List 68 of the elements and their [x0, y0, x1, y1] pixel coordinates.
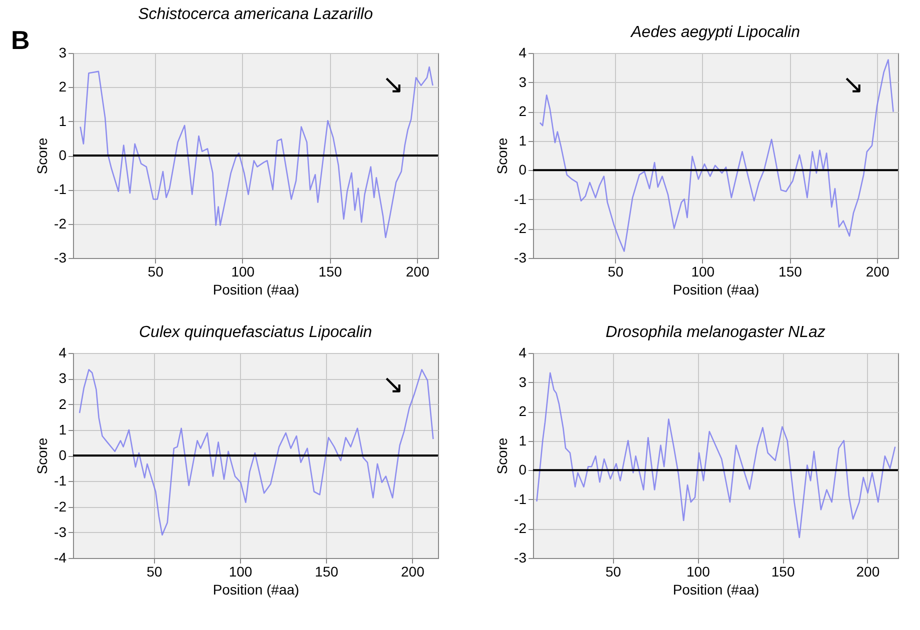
- line-series: [539, 59, 894, 252]
- y-tick-label: 1: [518, 132, 527, 148]
- line-series: [80, 66, 434, 238]
- y-tick-label: 4: [518, 344, 527, 360]
- x-tick-label: 200: [400, 564, 425, 580]
- y-tick-label: 2: [518, 403, 527, 420]
- x-tick-label: 50: [608, 264, 624, 280]
- y-tick-label: -1: [54, 472, 67, 489]
- y-tick-label: 2: [58, 78, 67, 95]
- y-tick-label: -4: [54, 550, 67, 566]
- x-tick-label: 50: [148, 264, 164, 280]
- y-tick-label: -2: [54, 215, 67, 232]
- y-axis-title: Score: [34, 438, 50, 474]
- x-tick-label: 150: [778, 264, 802, 280]
- y-tick-label: 3: [58, 370, 67, 386]
- chart-title: Aedes aegypti Lipocalin: [630, 24, 800, 41]
- y-tick-label: -2: [514, 220, 527, 236]
- chart-title: Schistocerca americana Lazarillo: [138, 6, 373, 23]
- y-tick-label: -1: [514, 490, 527, 507]
- chart-title: Drosophila melanogaster NLaz: [606, 324, 826, 341]
- y-tick-label: -2: [54, 498, 67, 514]
- annotation: ↘: [382, 370, 404, 400]
- x-tick-label: 50: [146, 564, 162, 580]
- y-tick-label: 0: [518, 162, 527, 178]
- x-tick-label: 50: [606, 564, 622, 580]
- x-tick-label: 200: [866, 264, 890, 280]
- y-tick-label: 2: [518, 103, 527, 120]
- x-axis-title: Position (#aa): [212, 282, 300, 298]
- x-axis-title: Position (#aa): [212, 582, 300, 598]
- y-tick-label: -1: [54, 181, 67, 198]
- y-tick-label: -3: [514, 550, 527, 566]
- x-tick-label: 100: [231, 264, 255, 280]
- x-axis-title: Position (#aa): [672, 582, 760, 598]
- y-tick-label: 3: [518, 374, 527, 390]
- line-series: [78, 369, 434, 536]
- x-tick-label: 100: [691, 264, 715, 280]
- y-tick-label: 3: [58, 44, 67, 60]
- y-tick-label: -3: [54, 524, 67, 540]
- x-tick-label: 200: [406, 264, 430, 280]
- chart-title: Culex quinquefasciatus Lipocalin: [138, 324, 372, 341]
- y-tick-label: 1: [58, 421, 67, 438]
- y-tick-label: 1: [518, 432, 527, 448]
- line-series: [536, 372, 896, 538]
- y-tick-label: 1: [58, 112, 67, 129]
- y-axis-title: Score: [34, 138, 50, 174]
- x-tick-label: 150: [318, 264, 342, 280]
- y-tick-label: 0: [58, 447, 67, 463]
- y-tick-label: 3: [518, 74, 527, 90]
- text: B: [11, 25, 30, 55]
- annotation: ↘: [382, 70, 404, 100]
- y-axis-title: Score: [494, 138, 510, 174]
- annotation: ↘: [842, 70, 864, 100]
- y-tick-label: 0: [518, 462, 527, 478]
- x-tick-label: 150: [771, 564, 795, 580]
- y-tick-label: -3: [514, 250, 527, 266]
- x-axis-title: Position (#aa): [672, 282, 760, 298]
- y-tick-label: -2: [514, 520, 527, 536]
- y-axis-title: Score: [494, 438, 510, 474]
- y-tick-label: 4: [58, 344, 67, 360]
- y-tick-label: -1: [514, 190, 527, 207]
- x-tick-label: 200: [856, 564, 880, 580]
- y-tick-label: 4: [518, 44, 527, 60]
- y-tick-label: 0: [58, 147, 67, 163]
- x-tick-label: 150: [314, 564, 338, 580]
- x-tick-label: 100: [686, 564, 710, 580]
- x-tick-label: 100: [228, 564, 252, 580]
- y-tick-label: -3: [54, 250, 67, 266]
- y-tick-label: 2: [58, 396, 67, 412]
